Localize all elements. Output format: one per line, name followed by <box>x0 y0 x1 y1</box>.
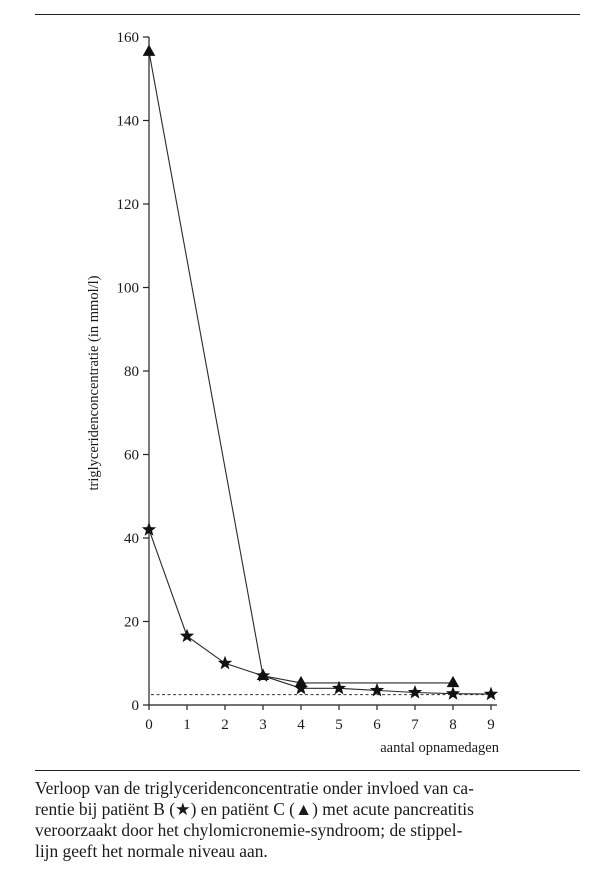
star-marker <box>179 628 195 643</box>
triangle-marker <box>446 675 460 688</box>
x-tick-label: 9 <box>487 717 495 733</box>
caption-rule <box>35 770 580 771</box>
triangle-marker <box>142 44 156 56</box>
star-marker <box>141 522 157 536</box>
star-marker <box>293 680 309 695</box>
figure-caption: Verloop van de triglyceridenconcentratie… <box>35 778 583 862</box>
y-tick-label: 160 <box>117 30 140 46</box>
y-tick-label: 20 <box>124 615 139 631</box>
x-axis-title: aantal opnamedagen <box>380 740 500 756</box>
y-tick-label: 40 <box>124 531 139 547</box>
caption-line: rentie bij patiënt B (★) en patiënt C (▲… <box>35 799 474 819</box>
x-tick-label: 0 <box>145 717 153 733</box>
y-tick-label: 0 <box>132 698 140 714</box>
series-group <box>141 44 499 701</box>
star-marker <box>445 686 461 700</box>
x-tick-label: 2 <box>221 717 229 733</box>
star-marker <box>369 682 385 697</box>
y-axis-title: triglyceridenconcentratie (in mmol/l) <box>86 275 102 490</box>
y-tick-label: 60 <box>124 448 139 464</box>
y-tick-label: 120 <box>117 197 140 213</box>
caption-line: Verloop van de triglyceridenconcentratie… <box>35 778 474 798</box>
y-tick-label: 140 <box>117 114 140 130</box>
triglyceride-chart: 0 20 40 60 80 100 120 140 160 0 1 2 3 4 5 6 7 8 9 aantal o… <box>86 30 500 756</box>
caption-line: lijn geeft het normale niveau aan. <box>35 841 268 861</box>
series-line-c <box>148 51 453 684</box>
series-line-b <box>148 529 492 695</box>
x-tick-label: 5 <box>335 717 343 733</box>
axes: 0 20 40 60 80 100 120 140 160 0 1 2 3 4 5 6 7 8 9 <box>117 30 497 733</box>
star-marker <box>255 668 271 682</box>
x-tick-label: 7 <box>411 717 419 733</box>
star-marker <box>483 686 499 701</box>
y-tick-label: 100 <box>117 281 140 297</box>
star-marker <box>217 655 233 670</box>
x-tick-label: 1 <box>183 717 191 733</box>
x-tick-label: 8 <box>449 717 457 733</box>
caption-line: veroorzaakt door het chylomicronemie-syn… <box>35 820 463 840</box>
x-tick-label: 3 <box>259 717 267 733</box>
star-marker <box>331 680 347 695</box>
star-marker <box>407 684 423 699</box>
y-tick-label: 80 <box>124 364 139 380</box>
x-tick-label: 6 <box>373 717 381 733</box>
top-rule <box>35 14 580 15</box>
x-tick-label: 4 <box>297 717 305 733</box>
